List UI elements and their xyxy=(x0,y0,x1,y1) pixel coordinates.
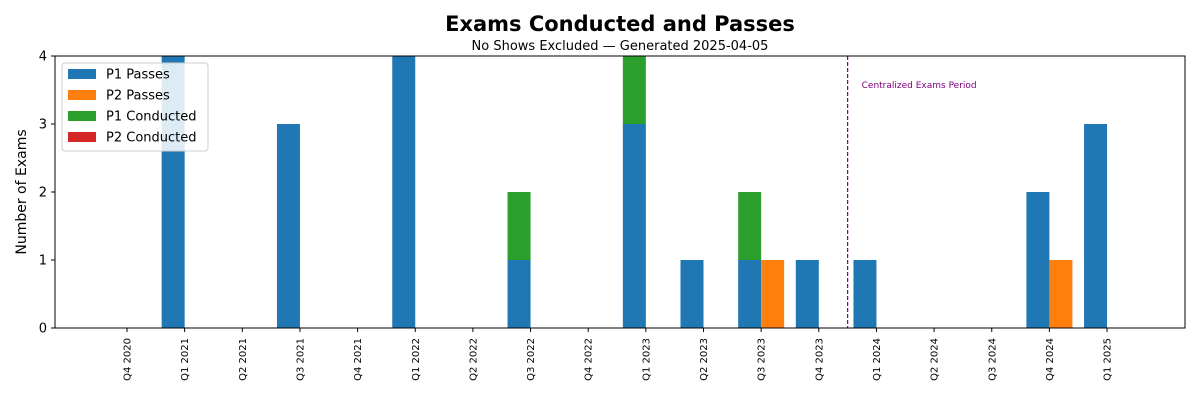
y-axis: 0 1 2 3 4 xyxy=(39,50,55,337)
chart-title: Exams Conducted and Passes xyxy=(445,12,795,36)
x-tick-label: Q4 2024 xyxy=(1045,338,1056,381)
bar-p2-passes xyxy=(1049,260,1073,328)
x-tick-label: Q4 2022 xyxy=(584,338,595,381)
x-tick-label: Q1 2023 xyxy=(641,338,652,381)
x-tick-label: Q1 2025 xyxy=(1103,338,1114,381)
x-tick-label: Q4 2023 xyxy=(814,338,825,381)
x-tick-label: Q4 2021 xyxy=(353,338,364,381)
bar-p1-passes xyxy=(507,260,531,328)
legend-label: P1 Conducted xyxy=(106,110,197,125)
bar-p2-passes xyxy=(761,260,785,328)
bar-p1-passes xyxy=(392,56,416,328)
y-tick-label: 3 xyxy=(39,118,47,133)
bar-p1-passes xyxy=(1026,192,1050,328)
chart-subtitle: No Shows Excluded — Generated 2025-04-05 xyxy=(472,39,769,54)
y-tick-label: 2 xyxy=(39,186,47,201)
y-tick-label: 1 xyxy=(39,254,47,269)
legend-box xyxy=(61,62,209,152)
y-tick-label: 0 xyxy=(39,322,47,337)
legend-swatch xyxy=(68,111,96,121)
annotation-layer: Centralized Exams Period xyxy=(847,56,977,328)
x-tick-label: Q2 2021 xyxy=(238,338,249,381)
x-tick-label: Q3 2022 xyxy=(526,338,537,381)
y-tick-label: 4 xyxy=(39,50,47,65)
x-tick-label: Q1 2024 xyxy=(872,338,883,381)
bar-p1-passes xyxy=(276,124,300,328)
bar-p1-passes xyxy=(680,260,704,328)
x-tick-label: Q1 2021 xyxy=(180,338,191,381)
x-tick-label: Q3 2021 xyxy=(295,338,306,381)
x-tick-label: Q1 2022 xyxy=(411,338,422,381)
x-tick-label: Q2 2024 xyxy=(930,338,941,381)
x-tick-label: Q3 2023 xyxy=(757,338,768,381)
legend: P1 Passes P2 Passes P1 Conducted P2 Conduct… xyxy=(61,62,209,152)
x-tick-label: Q3 2024 xyxy=(987,338,998,381)
bar-p1-passes xyxy=(795,260,819,328)
bars-layer xyxy=(161,56,1108,328)
x-tick-label: Q2 2022 xyxy=(468,338,479,381)
bar-p1-conducted xyxy=(738,192,762,260)
bar-p1-passes xyxy=(1084,124,1108,328)
legend-label: P2 Conducted xyxy=(106,131,197,146)
x-tick-label: Q2 2023 xyxy=(699,338,710,381)
y-axis-label: Number of Exams xyxy=(14,129,30,254)
plot-frame xyxy=(54,55,1186,329)
legend-swatch xyxy=(68,132,96,142)
legend-swatch xyxy=(68,69,96,79)
legend-label: P2 Passes xyxy=(106,89,170,104)
bar-p1-passes xyxy=(853,260,877,328)
x-axis: Q4 2020 Q1 2021 Q2 2021 Q3 2021 Q4 2021 Q1 20… xyxy=(123,328,1114,381)
legend-swatch xyxy=(68,90,96,100)
bar-p1-conducted xyxy=(622,56,646,124)
x-tick-label: Q4 2020 xyxy=(123,338,134,381)
bar-p1-passes xyxy=(622,124,646,328)
annotation-text: Centralized Exams Period xyxy=(862,81,977,91)
legend-label: P1 Passes xyxy=(106,68,170,83)
bar-p1-conducted xyxy=(507,192,531,260)
bar-p1-passes xyxy=(738,260,762,328)
